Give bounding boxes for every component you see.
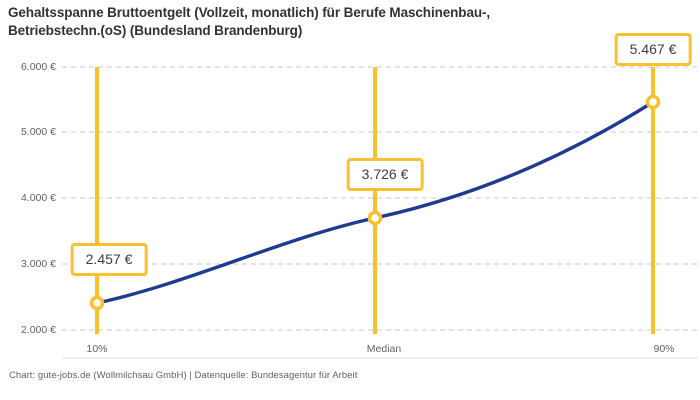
x-tick-label-10: 10% — [86, 343, 108, 355]
y-tick-label-2000: 2.000 € — [20, 324, 56, 336]
data-label-10: 2.457 € — [70, 243, 148, 276]
y-axis: 6.000 € 5.000 € 4.000 € 3.000 € 2.000 € — [0, 0, 56, 400]
y-tick-label-3000: 3.000 € — [20, 258, 56, 270]
data-point-marker-90[interactable] — [645, 94, 661, 110]
x-tick-label-90: 90% — [653, 343, 675, 355]
chart-source-caption: Chart: gute-jobs.de (Wollmilchsau GmbH) … — [9, 370, 358, 381]
chart-title-line-2: Betriebstechn.(oS) (Bundesland Brandenbu… — [8, 23, 303, 39]
y-tick-label-6000: 6.000 € — [20, 61, 56, 73]
chart-title-line-1: Gehaltsspanne Bruttoentgelt (Vollzeit, m… — [8, 5, 491, 20]
data-point-marker-10[interactable] — [89, 295, 105, 311]
data-point-marker-median[interactable] — [367, 210, 383, 226]
data-point-markers — [89, 94, 661, 311]
percentile-stems — [95, 67, 655, 334]
y-tick-label-5000: 5.000 € — [20, 126, 56, 138]
gridlines — [62, 66, 698, 331]
y-tick-label-4000: 4.000 € — [20, 192, 56, 204]
data-label-median: 3.726 € — [346, 158, 424, 191]
x-tick-label-median: Median — [366, 343, 402, 355]
page-title: Gehaltsspanne Bruttoentgelt (Vollzeit, m… — [8, 4, 668, 40]
data-label-90: 5.467 € — [614, 33, 692, 66]
